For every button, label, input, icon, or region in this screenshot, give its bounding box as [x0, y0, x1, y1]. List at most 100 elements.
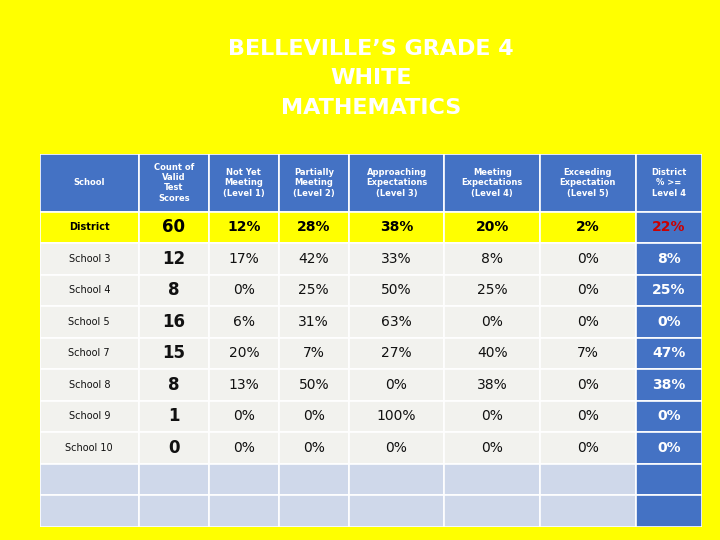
Bar	[348, 154, 444, 212]
Text: 0%: 0%	[577, 378, 599, 392]
Bar	[348, 338, 444, 369]
Bar	[209, 243, 279, 275]
Text: 7%: 7%	[303, 346, 325, 360]
Bar	[636, 495, 702, 526]
Bar	[279, 306, 348, 338]
Text: 0%: 0%	[303, 409, 325, 423]
Bar	[540, 306, 636, 338]
Text: 1: 1	[168, 407, 180, 426]
Text: 8%: 8%	[657, 252, 680, 266]
Bar	[40, 212, 139, 243]
Bar	[444, 243, 540, 275]
Bar	[40, 401, 139, 432]
Bar	[139, 495, 209, 526]
Text: 0%: 0%	[657, 409, 680, 423]
Text: 12: 12	[162, 250, 186, 268]
Text: 27%: 27%	[382, 346, 412, 360]
Bar	[540, 212, 636, 243]
Text: 20%: 20%	[475, 220, 509, 234]
Text: 38%: 38%	[380, 220, 413, 234]
Text: 16: 16	[163, 313, 186, 331]
Bar	[139, 401, 209, 432]
Bar	[540, 369, 636, 401]
Bar	[636, 338, 702, 369]
Bar	[636, 275, 702, 306]
Text: 0%: 0%	[233, 284, 255, 298]
Bar	[636, 212, 702, 243]
Bar	[40, 463, 139, 495]
Text: 0: 0	[168, 439, 180, 457]
Bar	[444, 338, 540, 369]
Bar	[209, 212, 279, 243]
Bar	[279, 369, 348, 401]
Text: 0%: 0%	[233, 409, 255, 423]
Bar	[348, 495, 444, 526]
Bar	[279, 463, 348, 495]
Bar	[209, 306, 279, 338]
Text: 47%: 47%	[652, 346, 685, 360]
Text: 42%: 42%	[299, 252, 329, 266]
Text: School 8: School 8	[68, 380, 110, 390]
Text: 25%: 25%	[652, 284, 685, 298]
Text: 0%: 0%	[577, 284, 599, 298]
Text: Partially
Meeting
(Level 2): Partially Meeting (Level 2)	[293, 168, 335, 198]
Bar	[139, 275, 209, 306]
Bar	[636, 243, 702, 275]
Bar	[636, 306, 702, 338]
Text: School 7: School 7	[68, 348, 110, 359]
Bar	[40, 495, 139, 526]
Bar	[636, 463, 702, 495]
Text: 0%: 0%	[233, 441, 255, 455]
Text: Exceeding
Expectation
(Level 5): Exceeding Expectation (Level 5)	[559, 168, 616, 198]
Bar	[209, 369, 279, 401]
Bar	[209, 401, 279, 432]
Bar	[540, 432, 636, 463]
Bar	[279, 275, 348, 306]
Text: 0%: 0%	[386, 378, 408, 392]
Bar	[636, 154, 702, 212]
Text: 22%: 22%	[652, 220, 685, 234]
Bar	[348, 369, 444, 401]
Bar	[636, 401, 702, 432]
Bar	[209, 463, 279, 495]
Text: 25%: 25%	[477, 284, 508, 298]
Text: 17%: 17%	[228, 252, 259, 266]
Text: Approaching
Expectations
(Level 3): Approaching Expectations (Level 3)	[366, 168, 427, 198]
Bar	[540, 495, 636, 526]
Bar	[348, 432, 444, 463]
Bar	[139, 338, 209, 369]
Bar	[279, 154, 348, 212]
Text: District: District	[69, 222, 109, 232]
Bar	[444, 212, 540, 243]
Text: 13%: 13%	[228, 378, 259, 392]
Bar	[444, 495, 540, 526]
Bar	[279, 495, 348, 526]
Text: 38%: 38%	[477, 378, 508, 392]
Bar	[279, 243, 348, 275]
Text: 31%: 31%	[298, 315, 329, 329]
Bar	[40, 243, 139, 275]
Text: BELLEVILLE’S GRADE 4
WHITE
MATHEMATICS: BELLEVILLE’S GRADE 4 WHITE MATHEMATICS	[228, 39, 513, 118]
Bar	[348, 243, 444, 275]
Bar	[540, 401, 636, 432]
Text: 12%: 12%	[227, 220, 261, 234]
Bar	[139, 306, 209, 338]
Bar	[40, 154, 139, 212]
Text: School 5: School 5	[68, 317, 110, 327]
Text: School 9: School 9	[68, 411, 110, 421]
Bar	[209, 495, 279, 526]
Text: 0%: 0%	[577, 409, 599, 423]
Bar	[540, 463, 636, 495]
Text: 8: 8	[168, 376, 180, 394]
Text: District
% >=
Level 4: District % >= Level 4	[651, 168, 687, 198]
Text: 7%: 7%	[577, 346, 599, 360]
Bar	[348, 306, 444, 338]
Bar	[636, 432, 702, 463]
Bar	[348, 401, 444, 432]
Text: 0%: 0%	[481, 315, 503, 329]
Text: School 10: School 10	[66, 443, 113, 453]
Bar	[540, 275, 636, 306]
Text: 33%: 33%	[382, 252, 412, 266]
Text: 8: 8	[168, 281, 180, 299]
Text: 60: 60	[163, 218, 186, 237]
